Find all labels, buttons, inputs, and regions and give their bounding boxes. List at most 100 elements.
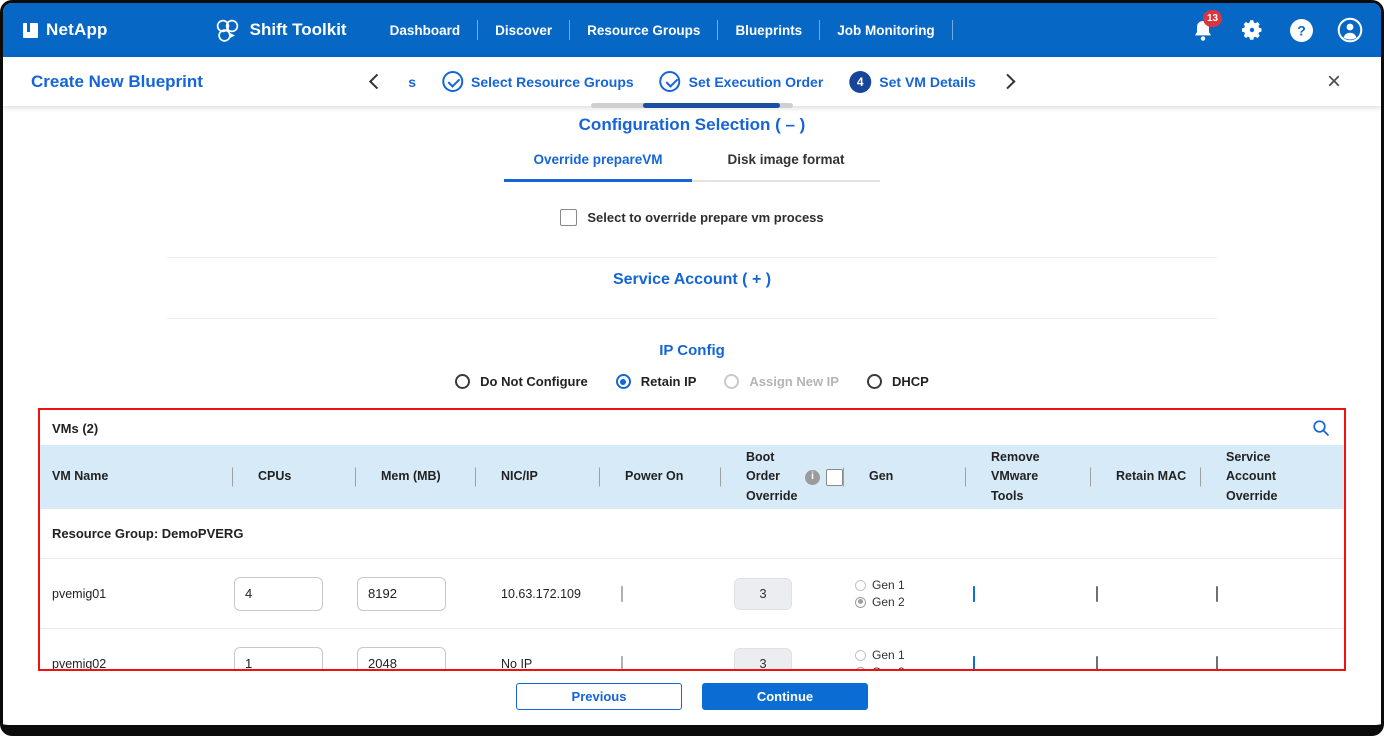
close-icon[interactable]: ×: [1326, 67, 1341, 95]
search-icon[interactable]: [1312, 419, 1330, 437]
nav-menu: Dashboard Discover Resource Groups Bluep…: [373, 20, 953, 40]
col-vm-name: VM Name: [52, 469, 109, 484]
app-title: Shift Toolkit: [249, 20, 347, 39]
nic-ip-value: No IP: [501, 656, 533, 671]
radio-do-not-configure[interactable]: Do Not Configure: [455, 374, 588, 389]
continue-button[interactable]: Continue: [702, 683, 868, 710]
override-preparevm-checkbox[interactable]: [560, 209, 578, 226]
radio-assign-new-ip: Assign New IP: [724, 374, 839, 389]
radio-icon: [866, 374, 882, 389]
boot-order-input: 3: [734, 577, 792, 610]
nav-divider: [819, 20, 821, 40]
vms-panel-header: VMs (2): [40, 410, 1344, 445]
remove-vmware-tools-checkbox[interactable]: [973, 585, 975, 602]
boot-order-input: 3: [734, 647, 792, 669]
service-account-override-checkbox[interactable]: [1216, 655, 1218, 669]
ip-config-options: Do Not Configure Retain IP Assign New IP…: [3, 374, 1381, 389]
radio-retain-ip[interactable]: Retain IP: [615, 374, 696, 389]
nav-divider: [951, 20, 953, 40]
step-set-vm-details[interactable]: 4 Set VM Details: [849, 70, 976, 93]
previous-button[interactable]: Previous: [516, 683, 682, 710]
col-nic-ip: NIC/IP: [475, 467, 599, 486]
radio-icon: [455, 374, 471, 389]
step-select-resource-groups[interactable]: Select Resource Groups: [442, 71, 634, 92]
stepper-scrollbar[interactable]: [591, 103, 793, 108]
resource-group-row: Resource Group: DemoPVERG: [40, 509, 1344, 559]
wizard-footer: Previous Continue: [3, 683, 1381, 710]
info-icon[interactable]: i: [805, 469, 820, 485]
account-button[interactable]: [1337, 17, 1363, 43]
account-icon: [1337, 17, 1363, 43]
boot-order-override-all-checkbox[interactable]: [826, 468, 843, 486]
service-account-heading[interactable]: Service Account ( + ): [612, 271, 772, 288]
wizard-body: Configuration Selection ( – ) Override p…: [3, 115, 1381, 710]
gen2-option: Gen 2: [855, 665, 965, 669]
gear-icon: [1242, 20, 1262, 40]
col-service-account-override: Service Account Override: [1200, 448, 1344, 506]
cpus-input[interactable]: [234, 646, 323, 669]
nav-divider: [717, 20, 719, 40]
radio-selected-icon: [615, 374, 631, 389]
vm-name: pvemig02: [52, 656, 107, 671]
service-account-override-checkbox[interactable]: [1216, 585, 1218, 602]
stepper-scroll-left-icon[interactable]: [368, 73, 385, 90]
vms-table-header: VM Name CPUs Mem (MB) NIC/IP Power On Bo…: [40, 445, 1344, 509]
nav-icons: 13 ?: [1190, 10, 1363, 43]
col-boot-order-override: Boot Order Override i: [720, 448, 843, 506]
step-partial-label[interactable]: s: [408, 73, 417, 90]
col-cpus: CPUs: [232, 467, 355, 486]
configuration-selection-heading[interactable]: Configuration Selection ( – ): [578, 115, 806, 134]
radio-selected-icon: [855, 596, 866, 608]
tab-override-preparevm[interactable]: Override prepareVM: [504, 152, 692, 182]
wizard-header: Create New Blueprint s Select Resource G…: [3, 57, 1381, 108]
gen1-option: Gen 1: [855, 578, 965, 592]
step-set-execution-order[interactable]: Set Execution Order: [659, 71, 823, 92]
cpus-input[interactable]: [234, 576, 323, 611]
power-on-checkbox: [621, 655, 623, 669]
vm-name: pvemig01: [52, 586, 107, 601]
radio-selected-icon: [855, 666, 866, 669]
ip-config-heading: IP Config: [659, 342, 725, 359]
vm-row-pvemig02: pvemig02 No IP 3 Gen 1 Gen 2: [40, 629, 1344, 671]
svg-text:?: ?: [1297, 22, 1306, 38]
nav-item-discover[interactable]: Discover: [495, 22, 553, 38]
mem-input[interactable]: [357, 576, 446, 611]
col-retain-mac: Retain MAC: [1090, 467, 1200, 486]
gen-radio-group: Gen 1 Gen 2: [843, 648, 965, 669]
config-tabs: Override prepareVM Disk image format: [504, 152, 880, 182]
nav-item-job-monitoring[interactable]: Job Monitoring: [837, 22, 935, 38]
top-nav: NetApp Shift Toolkit Dashboard Discover …: [3, 3, 1381, 57]
col-remove-vmware-tools: Remove VMware Tools: [965, 448, 1090, 506]
stepper: s Select Resource Groups Set Execution O…: [368, 57, 1016, 106]
remove-vmware-tools-checkbox[interactable]: [973, 655, 975, 669]
nav-item-blueprints[interactable]: Blueprints: [735, 22, 803, 38]
gen1-option: Gen 1: [855, 648, 965, 662]
section-divider: [167, 318, 1217, 319]
notifications-button[interactable]: 13: [1190, 10, 1223, 43]
brand-name: NetApp: [46, 20, 108, 39]
help-icon: ?: [1289, 18, 1313, 42]
nav-item-dashboard[interactable]: Dashboard: [389, 22, 461, 38]
shift-toolkit-icon: [216, 19, 238, 42]
retain-mac-checkbox[interactable]: [1096, 585, 1098, 602]
tab-disk-image-format[interactable]: Disk image format: [727, 152, 845, 167]
gen2-option: Gen 2: [855, 595, 965, 609]
netapp-mark-icon: [23, 22, 38, 38]
vms-panel: VMs (2) VM Name CPUs Mem (MB) NIC/IP Pow…: [38, 408, 1346, 671]
settings-button[interactable]: [1239, 17, 1265, 43]
help-button[interactable]: ?: [1288, 17, 1314, 43]
nav-item-resource-groups[interactable]: Resource Groups: [587, 22, 701, 38]
col-gen: Gen: [843, 467, 965, 486]
stepper-scroll-right-icon[interactable]: [999, 73, 1016, 90]
retain-mac-checkbox[interactable]: [1096, 655, 1098, 669]
mem-input[interactable]: [357, 646, 446, 669]
power-on-checkbox: [621, 585, 623, 602]
vms-count-title: VMs (2): [52, 420, 99, 436]
radio-dhcp[interactable]: DHCP: [866, 374, 929, 389]
vm-row-pvemig01: pvemig01 10.63.172.109 3 Gen 1 Gen 2: [40, 559, 1344, 629]
col-power-on: Power On: [599, 467, 720, 486]
nav-divider: [569, 20, 571, 40]
radio-disabled-icon: [724, 374, 740, 389]
stepper-scrollbar-thumb[interactable]: [643, 103, 780, 108]
